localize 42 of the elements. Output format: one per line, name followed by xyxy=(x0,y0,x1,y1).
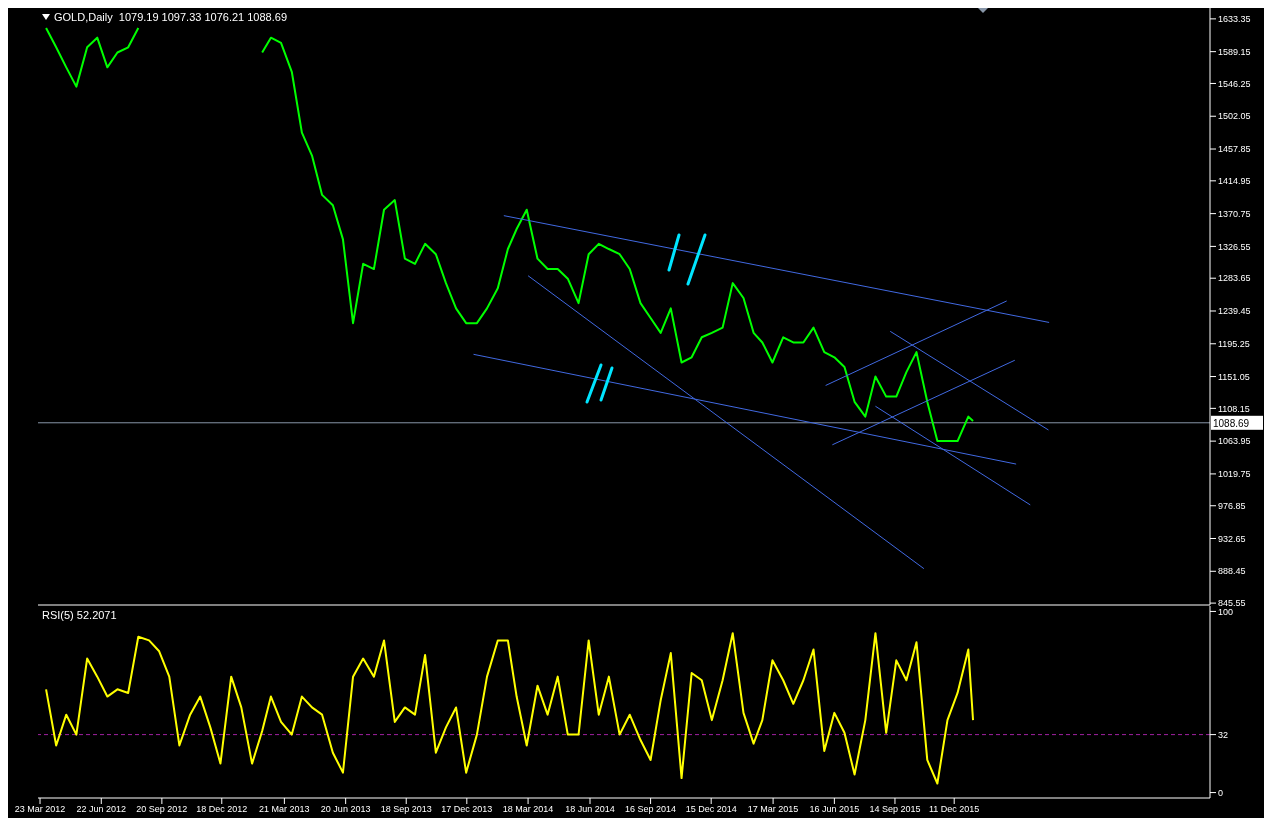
x-tick-label: 22 Jun 2012 xyxy=(76,804,127,815)
y-tick-label: 1239.45 xyxy=(1218,306,1251,317)
chart-title: GOLD,Daily 1079.19 1097.33 1076.21 1088.69 xyxy=(54,11,288,23)
x-tick-label: 18 Dec 2012 xyxy=(196,804,248,815)
ref-line-label: 1088.69 xyxy=(1213,417,1250,429)
y-tick-label: 32 xyxy=(1218,729,1229,740)
y-tick-label: 932.65 xyxy=(1218,533,1246,544)
y-tick-label: 1370.75 xyxy=(1218,208,1251,219)
x-tick-label: 18 Mar 2014 xyxy=(502,804,554,815)
x-tick-label: 20 Jun 2013 xyxy=(320,804,371,815)
y-tick-label: 1633.35 xyxy=(1218,14,1251,25)
line-series xyxy=(45,632,975,785)
x-tick-label: 16 Jun 2015 xyxy=(809,804,860,815)
x-tick-label: 16 Sep 2014 xyxy=(625,804,677,815)
y-tick-label: 1589.15 xyxy=(1218,46,1251,57)
x-tick-label: 17 Mar 2015 xyxy=(747,804,799,815)
x-tick-label: 20 Sep 2012 xyxy=(136,804,188,815)
y-tick-label: 888.45 xyxy=(1218,566,1246,577)
y-tick-label: 1063.95 xyxy=(1218,436,1251,447)
x-tick-label: 18 Sep 2013 xyxy=(380,804,432,815)
x-tick-label: 23 Mar 2012 xyxy=(14,804,66,815)
y-tick-label: 976.85 xyxy=(1218,500,1246,511)
x-tick-label: 11 Dec 2015 xyxy=(929,804,980,815)
y-tick-label: 1151.05 xyxy=(1218,371,1250,382)
x-tick-label: 14 Sep 2015 xyxy=(869,804,921,815)
x-tick-label: 18 Jun 2014 xyxy=(565,804,615,815)
y-tick-label: 1414.95 xyxy=(1218,176,1251,187)
chart-title: RSI(5) 52.2071 xyxy=(42,609,117,621)
y-tick-label: 1283.65 xyxy=(1218,273,1251,284)
y-tick-label: 1019.75 xyxy=(1218,469,1251,480)
y-tick-label: 1195.25 xyxy=(1218,338,1250,349)
y-tick-label: 1546.25 xyxy=(1218,78,1251,89)
y-tick-label: 0 xyxy=(1218,787,1224,798)
y-tick-label: 100 xyxy=(1218,606,1234,617)
y-tick-label: 1326.55 xyxy=(1218,241,1251,252)
y-tick-label: 845.55 xyxy=(1218,598,1246,609)
x-tick-label: 21 Mar 2013 xyxy=(259,804,310,815)
y-tick-label: 1502.05 xyxy=(1218,111,1251,122)
y-tick-label: 1457.85 xyxy=(1218,144,1251,155)
x-tick-label: 17 Dec 2013 xyxy=(441,804,493,815)
y-tick-label: 1108.15 xyxy=(1218,403,1250,414)
x-tick-label: 15 Dec 2014 xyxy=(685,804,737,815)
